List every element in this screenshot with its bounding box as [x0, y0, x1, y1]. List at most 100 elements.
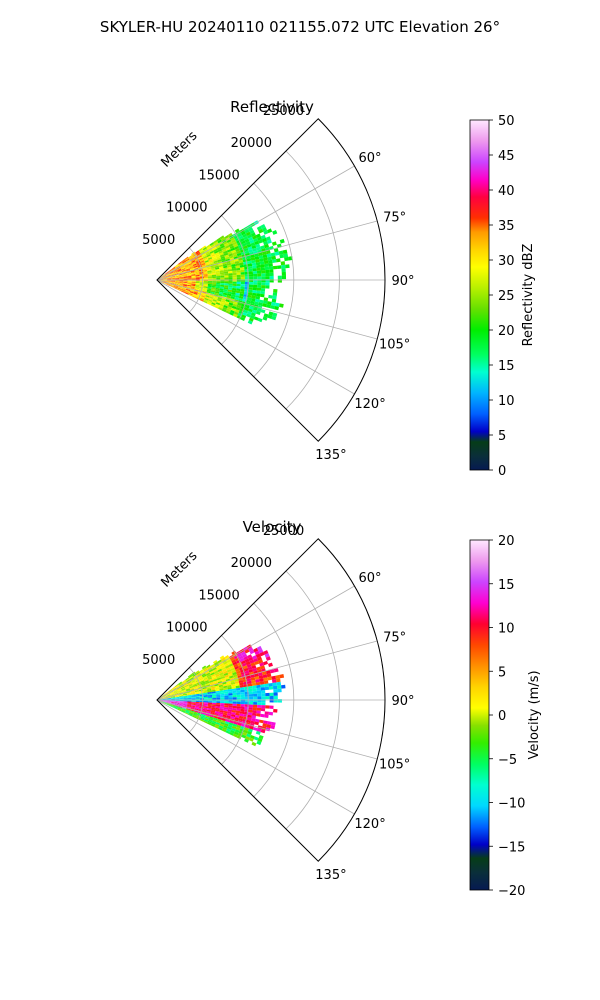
field-cell	[187, 702, 192, 704]
field-cell	[177, 287, 182, 290]
field-cell	[256, 690, 262, 694]
field-cell	[227, 266, 232, 270]
field-cell	[225, 245, 230, 249]
field-cell	[240, 687, 245, 691]
field-cell	[235, 267, 241, 271]
field-cell	[208, 669, 214, 673]
field-cell	[244, 670, 250, 674]
field-cell	[240, 689, 245, 693]
field-cell	[187, 277, 192, 279]
field-cell	[231, 686, 236, 689]
field-cell	[272, 265, 278, 270]
field-cell	[236, 281, 241, 285]
field-cell	[201, 713, 206, 717]
field-cell	[250, 300, 255, 305]
field-cell	[194, 270, 199, 273]
field-cell	[222, 683, 228, 687]
field-cell	[224, 235, 230, 240]
field-cell	[269, 669, 275, 674]
field-cell	[174, 695, 180, 697]
field-cell	[205, 715, 210, 718]
field-cell	[224, 281, 229, 284]
field-cell	[214, 265, 220, 269]
field-cell	[276, 685, 282, 690]
field-cell	[178, 704, 183, 706]
field-cell	[209, 250, 214, 255]
field-cell	[206, 267, 212, 270]
field-cell	[212, 701, 217, 703]
field-cell	[244, 738, 249, 743]
field-cell	[268, 711, 274, 716]
field-cell	[258, 239, 264, 244]
field-cell	[265, 705, 270, 709]
field-cell	[208, 719, 213, 723]
field-cell	[248, 287, 253, 291]
field-cell	[257, 273, 262, 277]
field-cell	[225, 667, 231, 671]
field-cell	[185, 709, 190, 713]
field-cell	[254, 240, 260, 245]
field-cell	[216, 697, 221, 700]
field-cell	[203, 698, 209, 700]
field-cell	[182, 273, 188, 276]
field-cell	[230, 681, 236, 685]
field-cell	[196, 683, 202, 686]
field-cell	[230, 294, 236, 298]
field-cell	[213, 260, 218, 264]
azimuth-tick-label: 120°	[354, 817, 385, 832]
colorbar-tick-label: −15	[498, 840, 525, 855]
field-cell	[232, 251, 237, 256]
colorbar-tick-label: 30	[498, 254, 515, 269]
field-cell	[265, 656, 271, 661]
field-cell	[182, 681, 187, 685]
field-cell	[174, 283, 179, 286]
field-cell	[168, 689, 173, 693]
range-tick-label: 20000	[231, 136, 272, 151]
field-cell	[217, 717, 223, 720]
field-cell	[197, 264, 202, 267]
field-cell	[240, 267, 245, 271]
field-cell	[190, 707, 195, 710]
field-cell	[210, 253, 216, 258]
field-cell	[283, 253, 289, 258]
field-cell	[255, 730, 261, 735]
field-cell	[177, 287, 183, 290]
field-cell	[250, 298, 256, 302]
reflectivity-colorbar-label: Reflectivity dBZ	[521, 244, 536, 347]
field-cell	[246, 675, 251, 679]
field-cell	[167, 700, 172, 702]
field-cell	[178, 706, 183, 708]
field-cell	[209, 714, 215, 718]
field-cell	[227, 688, 233, 692]
field-cell	[200, 297, 205, 301]
field-cell	[261, 273, 266, 277]
field-cell	[195, 693, 200, 696]
field-cell	[273, 288, 278, 293]
field-cell	[166, 281, 172, 282]
field-cell	[174, 273, 179, 275]
field-cell	[204, 717, 209, 721]
field-cell	[247, 234, 253, 239]
field-cell	[261, 702, 266, 706]
field-cell	[206, 244, 211, 249]
field-cell	[207, 705, 212, 708]
field-cell	[166, 694, 171, 697]
range-tick-label: 15000	[198, 168, 239, 183]
field-cell	[193, 266, 199, 270]
field-cell	[210, 303, 216, 307]
field-cell	[210, 711, 215, 715]
field-cell	[169, 705, 174, 708]
field-cell	[189, 268, 195, 271]
field-cell	[245, 736, 251, 741]
field-cell	[212, 239, 218, 244]
field-cell	[184, 711, 190, 714]
field-cell	[208, 249, 214, 253]
field-cell	[175, 264, 179, 268]
field-cell	[174, 703, 179, 706]
field-cell	[195, 704, 200, 706]
field-cell	[227, 671, 233, 675]
colorbar-tick-label: 15	[498, 359, 515, 374]
field-cell	[189, 266, 194, 270]
field-cell	[257, 693, 262, 697]
